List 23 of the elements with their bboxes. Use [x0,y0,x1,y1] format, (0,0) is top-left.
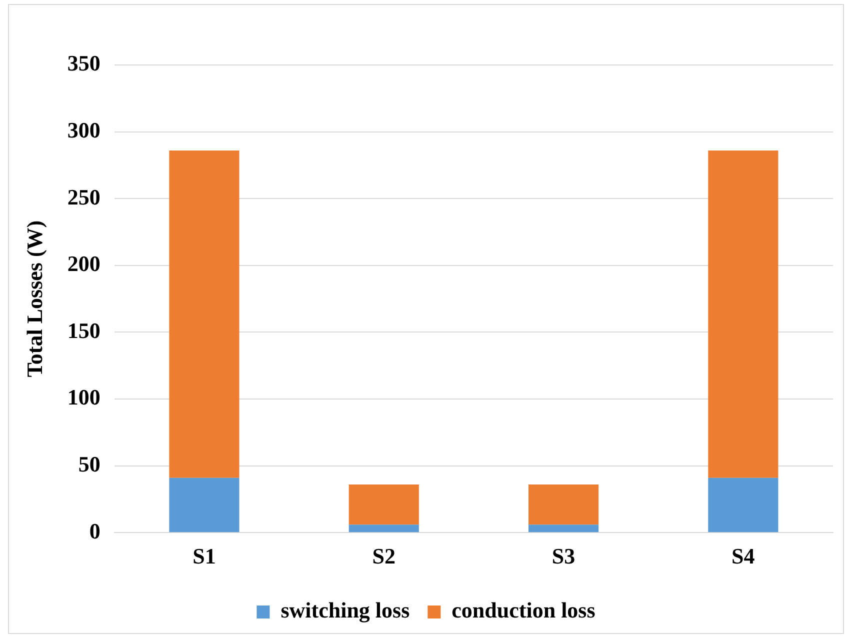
legend-label: conduction loss [452,598,596,623]
x-tick-label: S2 [372,543,396,568]
x-tick-label: S3 [552,543,576,568]
bar [348,484,419,525]
y-tick-label: 350 [67,50,100,76]
y-axis-title: Total Losses (W) [22,220,47,378]
y-tick-label: 250 [67,184,100,210]
y-tick-label: 300 [67,117,100,142]
bar [528,484,599,525]
x-tick-label: S1 [192,543,216,568]
bar [708,478,778,532]
bar [169,150,240,478]
bar [348,524,419,532]
x-tick-label: S4 [732,543,755,568]
legend-label: switching loss [280,598,410,623]
y-tick-label: 50 [78,451,100,476]
y-tick-label: 150 [67,318,100,343]
bar [708,150,778,478]
y-tick-label: 0 [89,518,100,544]
y-tick-label: 200 [67,251,100,276]
bar [169,478,240,532]
y-tick-label: 100 [67,384,100,410]
bar [528,524,599,532]
